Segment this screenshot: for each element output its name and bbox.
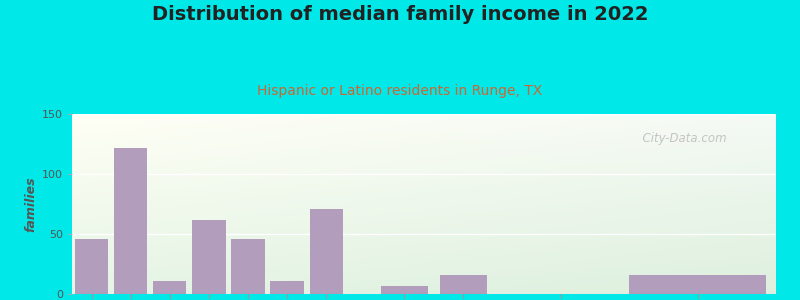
Bar bbox=[114, 148, 147, 294]
Y-axis label: families: families bbox=[25, 176, 38, 232]
Bar bbox=[630, 275, 766, 294]
Bar bbox=[440, 275, 486, 294]
Bar bbox=[153, 281, 186, 294]
Text: City-Data.com: City-Data.com bbox=[635, 132, 727, 145]
Bar bbox=[75, 239, 108, 294]
Text: Distribution of median family income in 2022: Distribution of median family income in … bbox=[152, 4, 648, 23]
Text: Hispanic or Latino residents in Runge, TX: Hispanic or Latino residents in Runge, T… bbox=[258, 84, 542, 98]
Bar bbox=[310, 209, 343, 294]
Bar bbox=[381, 286, 428, 294]
Bar bbox=[231, 239, 265, 294]
Bar bbox=[270, 281, 304, 294]
Bar bbox=[192, 220, 226, 294]
